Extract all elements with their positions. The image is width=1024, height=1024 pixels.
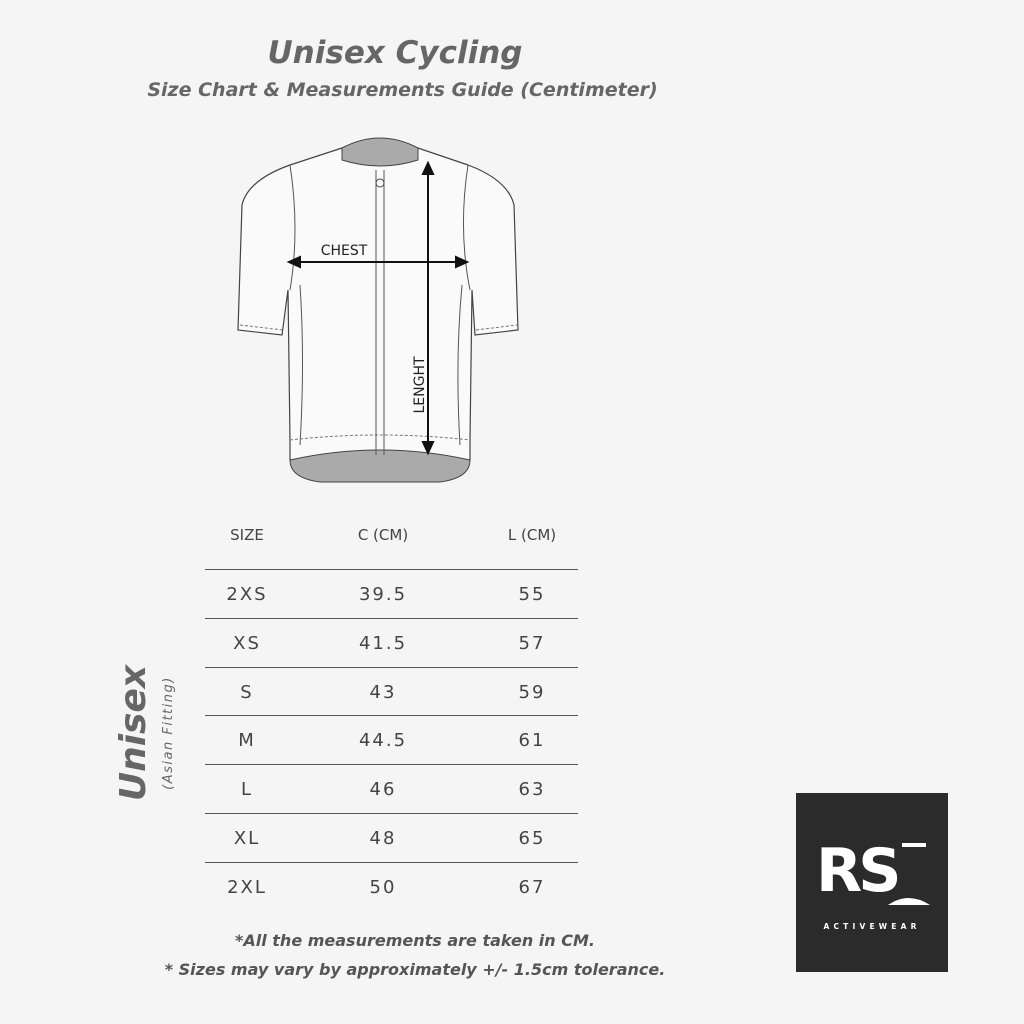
chest-cell: 50 [369, 876, 397, 898]
chest-cell: 39.5 [358, 584, 408, 605]
fit-label-main: Unisex [113, 664, 154, 802]
column-header-length: L (CM) [507, 526, 557, 544]
size-cell: L [240, 779, 254, 801]
chest-arrow [286, 255, 470, 269]
page-title: Unisex Cycling [267, 35, 523, 71]
note-tolerance: * Sizes may vary by approximately +/- 1.… [164, 960, 666, 979]
note-measurements: *All the measurements are taken in CM. [234, 931, 595, 950]
chest-label: CHEST [321, 243, 368, 259]
size-cell: 2XL [227, 876, 267, 898]
rs-logo-mark: RS ACTIVEWEAR [816, 836, 930, 931]
length-cell: 67 [518, 876, 546, 898]
size-cell: M [238, 730, 256, 752]
table-row: L 46 63 [205, 764, 578, 813]
logo-text: ACTIVEWEAR [823, 922, 920, 931]
brand-logo: RS ACTIVEWEAR [796, 793, 948, 972]
length-cell: 59 [518, 681, 546, 703]
size-cell: 2XS [226, 584, 268, 605]
jersey-hem [289, 449, 471, 483]
table-row: XL 48 65 [205, 813, 578, 862]
chest-cell: 44.5 [358, 730, 408, 752]
length-label: LENGHT [412, 356, 428, 413]
logo-mark-text: RS [816, 836, 897, 906]
table-row: 2XS 39.5 55 [205, 569, 578, 618]
page-subtitle: Size Chart & Measurements Guide (Centime… [147, 79, 658, 101]
chest-cell: 41.5 [358, 632, 408, 654]
length-arrow [421, 160, 435, 456]
length-cell: 63 [518, 779, 546, 801]
chest-cell: 43 [369, 681, 397, 703]
fit-label-sub: (Asian Fitting) [161, 676, 176, 790]
table-row: XS 41.5 57 [205, 617, 578, 667]
length-cell: 61 [518, 730, 546, 752]
column-header-chest: C (CM) [357, 526, 409, 544]
chest-cell: 46 [369, 779, 397, 801]
column-header-size: SIZE [230, 526, 264, 544]
fit-label: Unisex (Asian Fitting) [112, 648, 178, 818]
size-cell: S [240, 681, 254, 703]
jersey-body [237, 147, 519, 461]
chest-cell: 48 [369, 828, 397, 849]
jersey-collar [341, 137, 419, 167]
length-cell: 57 [518, 632, 546, 654]
size-cell: XL [233, 828, 261, 849]
table-row: 2XL 50 67 [205, 861, 578, 911]
table-row: S 43 59 [205, 666, 578, 716]
length-cell: 55 [518, 584, 546, 605]
size-cell: XS [233, 632, 261, 654]
length-cell: 65 [518, 828, 546, 849]
table-row: M 44.5 61 [205, 715, 578, 764]
jersey-diagram: CHEST LENGHT [237, 137, 519, 483]
